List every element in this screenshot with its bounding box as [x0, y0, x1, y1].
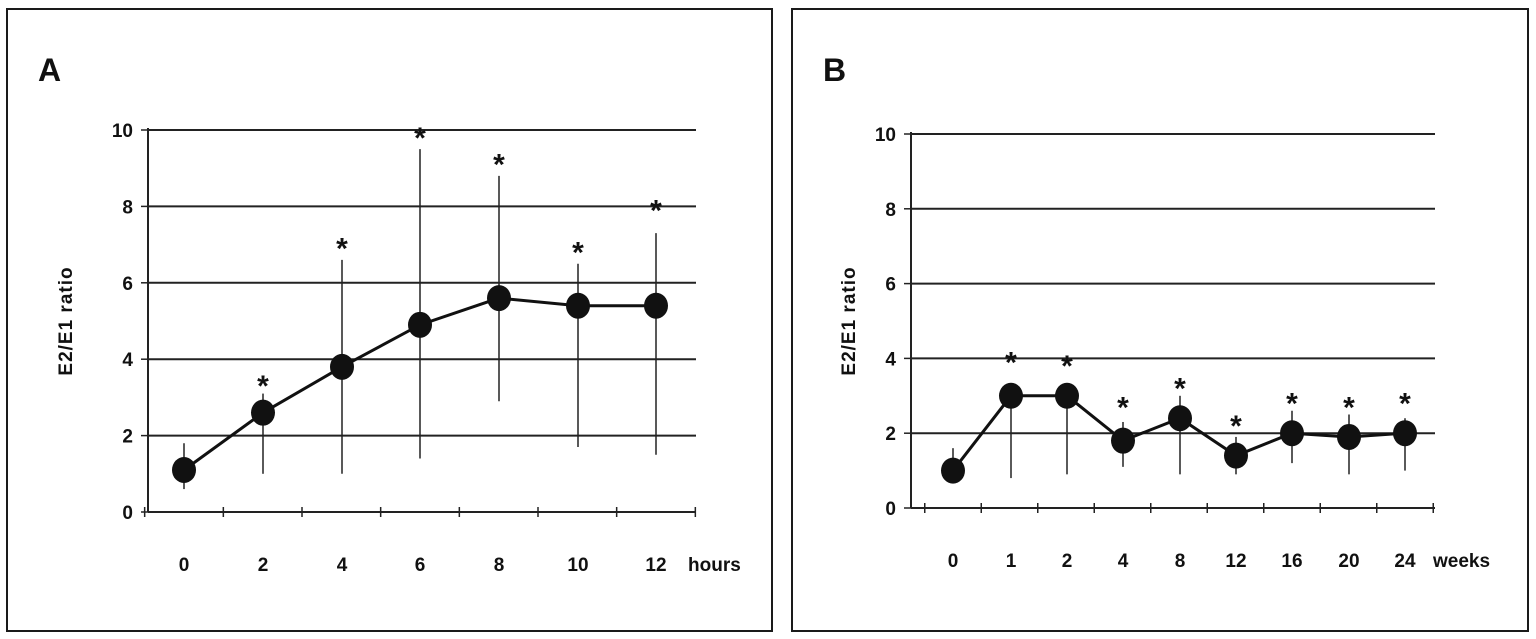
significance-marker: * [493, 149, 505, 182]
significance-marker: * [1286, 388, 1298, 421]
data-point [1224, 442, 1248, 469]
x-unit-label: hours [688, 555, 741, 576]
data-point [172, 456, 196, 483]
data-point [644, 292, 668, 319]
significance-marker: * [1230, 410, 1242, 443]
x-tick-label: 8 [1175, 551, 1186, 572]
x-tick-label: 12 [1225, 551, 1246, 572]
significance-marker: * [1061, 350, 1073, 383]
y-tick-label: 0 [885, 499, 896, 520]
data-point [1393, 420, 1417, 447]
chart-panel-a: A 0 2 4 6 8 10 0 2 4 6 8 10 12 hours E2/E1 ratio * * * * * * [6, 8, 773, 632]
x-tick-label: 20 [1338, 551, 1359, 572]
y-tick-label: 6 [122, 274, 133, 295]
data-point [1337, 423, 1361, 450]
x-tick-label: 2 [258, 555, 269, 576]
y-tick-label: 2 [122, 427, 133, 448]
x-unit-label: weeks [1432, 551, 1490, 572]
x-tick-label: 4 [1118, 551, 1129, 572]
data-point [330, 353, 354, 380]
significance-marker: * [572, 236, 584, 269]
y-tick-label: 0 [122, 503, 133, 524]
data-point [1168, 405, 1192, 432]
y-tick-label: 4 [885, 349, 896, 370]
data-point [941, 457, 965, 484]
x-tick-label: 16 [1281, 551, 1302, 572]
y-axis-label: E2/E1 ratio [56, 266, 77, 375]
x-tick-label: 10 [567, 555, 588, 576]
significance-marker: * [1174, 373, 1186, 406]
data-point [1111, 427, 1135, 454]
y-tick-label: 8 [885, 200, 896, 221]
significance-marker: * [1343, 391, 1355, 424]
significance-marker: * [1117, 391, 1129, 424]
x-tick-label: 24 [1394, 551, 1416, 572]
x-tick-label: 2 [1062, 551, 1073, 572]
panel-label: A [38, 52, 62, 88]
chart-a-canvas: 0 2 4 6 8 10 0 2 4 6 8 10 12 hours E2/E1 ratio * * * * * * [56, 121, 741, 576]
data-point [566, 292, 590, 319]
x-tick-label: 12 [645, 555, 666, 576]
y-tick-label: 8 [122, 197, 133, 218]
data-point [999, 382, 1023, 409]
data-point [1055, 382, 1079, 409]
significance-marker: * [650, 194, 662, 227]
y-axis-label: E2/E1 ratio [839, 266, 860, 375]
significance-marker: * [414, 122, 426, 155]
x-tick-label: 4 [337, 555, 348, 576]
panel-label: B [823, 52, 847, 88]
data-point [408, 311, 432, 338]
chart-panel-b: B 0 2 4 6 8 10 0 1 2 4 8 12 16 20 24 weeks E2/E1 ratio * *… [791, 8, 1529, 632]
x-tick-label: 1 [1006, 551, 1017, 572]
x-tick-label: 8 [494, 555, 505, 576]
x-tick-label: 0 [948, 551, 959, 572]
x-tick-label: 0 [179, 555, 190, 576]
y-tick-label: 4 [122, 350, 133, 371]
significance-marker: * [336, 233, 348, 266]
y-tick-label: 10 [112, 121, 133, 142]
data-point [1280, 420, 1304, 447]
significance-marker: * [1399, 388, 1411, 421]
x-tick-label: 6 [415, 555, 426, 576]
significance-marker: * [257, 370, 269, 403]
significance-marker: * [1005, 346, 1017, 379]
data-point [251, 399, 275, 426]
y-tick-label: 10 [875, 125, 896, 146]
y-tick-label: 6 [885, 275, 896, 296]
y-tick-label: 2 [885, 424, 896, 445]
data-point [487, 285, 511, 312]
